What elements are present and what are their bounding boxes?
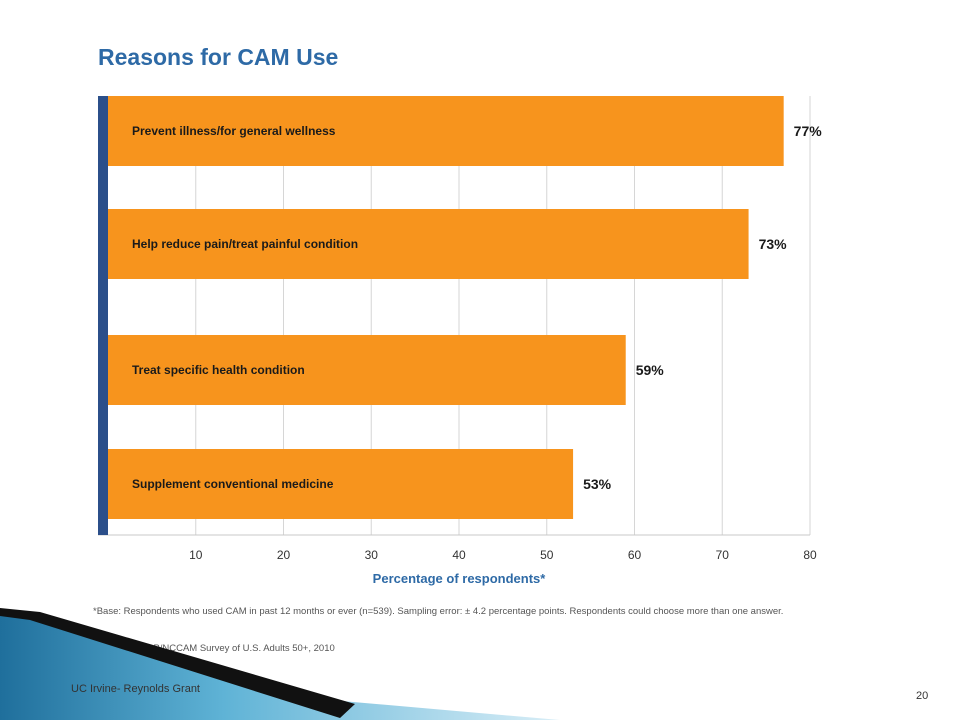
x-tick-label: 40 (452, 548, 466, 562)
x-axis-title: Percentage of respondents* (373, 571, 547, 586)
x-tick-label: 50 (540, 548, 554, 562)
footer-text: UC Irvine- Reynolds Grant (71, 683, 200, 695)
bar (108, 209, 749, 279)
x-tick-label: 30 (365, 548, 379, 562)
bar-chart: Prevent illness/for general wellness 77% H… (98, 96, 823, 586)
page-number: 20 (916, 690, 929, 702)
bar (108, 449, 574, 519)
blue-swoosh-shape (0, 610, 560, 720)
bar-value-label: 59% (636, 362, 665, 378)
x-tick-label: 10 (189, 548, 203, 562)
x-tick-label: 80 (803, 548, 817, 562)
bar-category-label: Supplement conventional medicine (132, 477, 334, 491)
bar (108, 335, 626, 405)
x-tick-label: 70 (716, 548, 730, 562)
chart-title: Reasons for CAM Use (98, 44, 339, 70)
bar-category-label: Treat specific health condition (132, 363, 305, 377)
bar-value-label: 73% (759, 236, 788, 252)
bar-value-label: 77% (794, 123, 823, 139)
chart-footnote: *Base: Respondents who used CAM in past … (93, 606, 784, 617)
x-tick-label: 20 (277, 548, 291, 562)
x-tick-label: 60 (628, 548, 642, 562)
y-axis-bar (98, 96, 108, 535)
bar-category-label: Help reduce pain/treat painful condition (132, 237, 358, 251)
black-swoosh-shape (0, 608, 355, 718)
bar (108, 96, 784, 166)
chart-source: Source: AARP/NCCAM Survey of U.S. Adults… (99, 643, 335, 654)
bar-category-label: Prevent illness/for general wellness (132, 124, 336, 138)
bar-value-label: 53% (583, 476, 612, 492)
